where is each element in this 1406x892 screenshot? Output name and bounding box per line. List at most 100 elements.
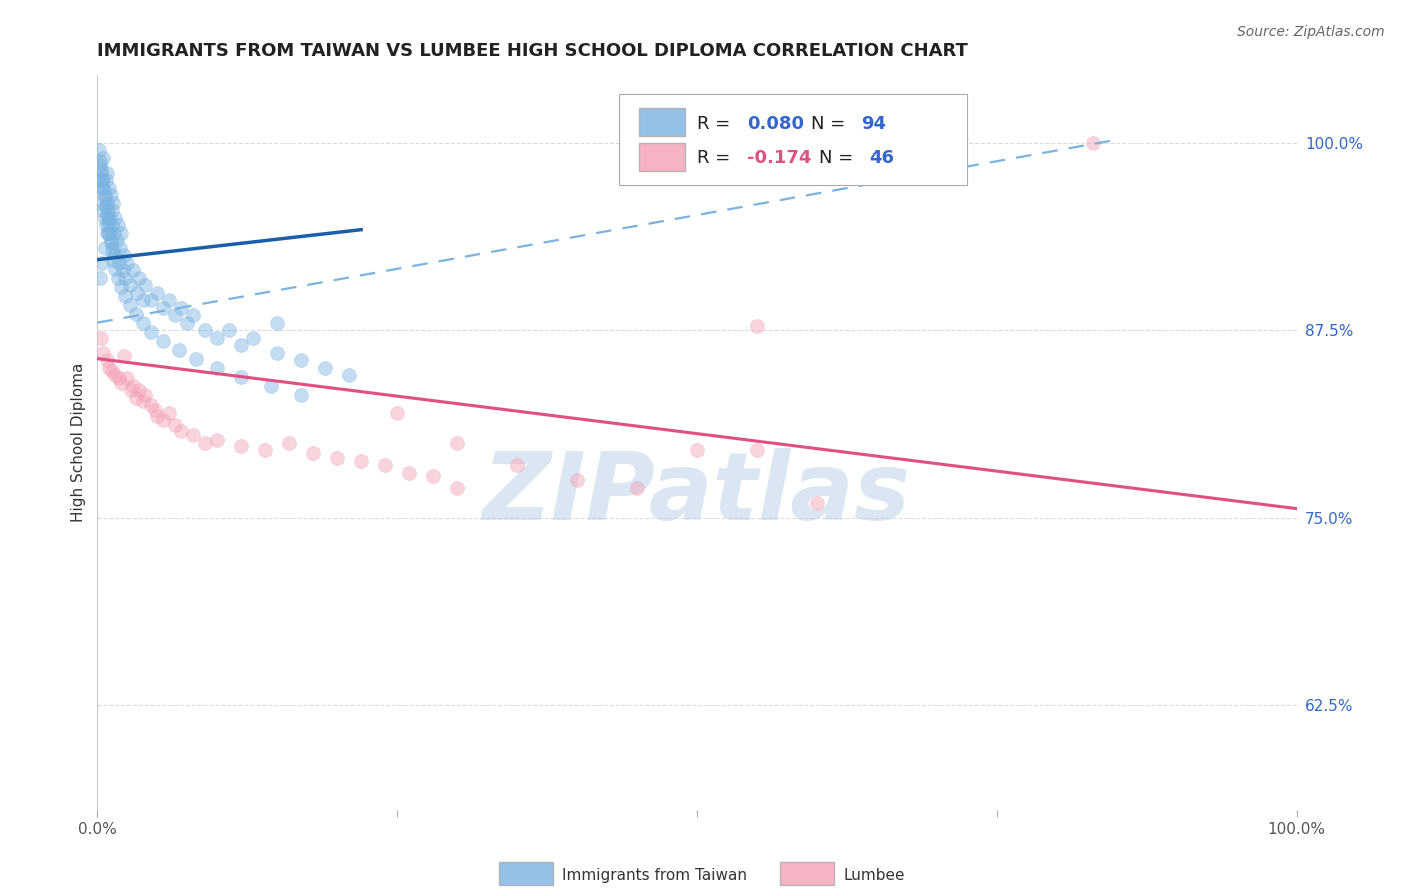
Point	[170, 301, 193, 315]
Point	[93, 345, 115, 359]
Point	[290, 387, 312, 401]
Point	[125, 391, 148, 405]
Text: ZIPatlas: ZIPatlas	[482, 448, 911, 540]
Point	[110, 226, 132, 240]
Point	[125, 285, 148, 300]
Point	[98, 226, 121, 240]
Point	[111, 263, 134, 277]
Point	[231, 338, 253, 352]
Point	[97, 217, 120, 231]
Point	[110, 279, 132, 293]
Point	[96, 353, 118, 368]
Point	[90, 166, 112, 180]
Point	[100, 233, 122, 247]
Point	[100, 364, 122, 378]
Text: R =: R =	[697, 148, 735, 167]
Point	[132, 316, 155, 330]
Point	[114, 270, 136, 285]
Point	[101, 195, 124, 210]
Point	[184, 351, 207, 366]
Point	[90, 331, 112, 345]
Point	[176, 316, 198, 330]
Point	[242, 331, 264, 345]
Point	[207, 331, 229, 345]
Point	[98, 211, 121, 225]
Point	[93, 188, 115, 202]
Point	[93, 151, 115, 165]
Point	[108, 241, 131, 255]
Point	[91, 173, 114, 187]
Point	[93, 211, 115, 225]
Text: 0.080: 0.080	[748, 115, 804, 133]
Point	[141, 325, 163, 339]
Point	[350, 453, 373, 467]
Point	[806, 495, 828, 509]
Point	[626, 481, 648, 495]
Point	[422, 468, 444, 483]
Point	[254, 443, 277, 458]
Point	[385, 406, 408, 420]
Point	[337, 368, 360, 383]
Point	[112, 349, 135, 363]
Point	[98, 360, 121, 375]
Point	[117, 371, 139, 385]
Point	[96, 208, 118, 222]
Text: R =: R =	[697, 115, 735, 133]
Point	[146, 409, 169, 423]
Point	[122, 378, 145, 392]
Point	[152, 334, 174, 348]
Point	[398, 466, 420, 480]
Point	[91, 203, 114, 218]
Point	[114, 288, 136, 302]
Point	[181, 308, 204, 322]
Point	[326, 450, 349, 465]
Point	[167, 343, 190, 357]
Point	[1081, 136, 1104, 150]
Point	[266, 345, 288, 359]
Text: Source: ZipAtlas.com: Source: ZipAtlas.com	[1237, 25, 1385, 39]
Point	[290, 353, 312, 368]
Text: Immigrants from Taiwan: Immigrants from Taiwan	[562, 869, 748, 883]
FancyBboxPatch shape	[619, 94, 967, 186]
Point	[146, 285, 169, 300]
Point	[143, 402, 166, 417]
Text: N =: N =	[820, 148, 859, 167]
Point	[132, 293, 155, 308]
Point	[89, 180, 111, 194]
Point	[157, 293, 180, 308]
Text: 46: 46	[870, 148, 894, 167]
Point	[94, 199, 117, 213]
Point	[100, 188, 122, 202]
Point	[89, 153, 111, 168]
Point	[165, 308, 187, 322]
Point	[100, 235, 122, 249]
Point	[157, 406, 180, 420]
Point	[87, 143, 110, 157]
Point	[446, 435, 468, 450]
Point	[152, 413, 174, 427]
FancyBboxPatch shape	[640, 143, 685, 170]
Point	[104, 248, 127, 262]
Point	[260, 378, 283, 392]
Point	[89, 158, 111, 172]
Point	[91, 171, 114, 186]
Point	[93, 180, 115, 194]
Point	[117, 255, 139, 269]
Point	[93, 241, 115, 255]
Text: IMMIGRANTS FROM TAIWAN VS LUMBEE HIGH SCHOOL DIPLOMA CORRELATION CHART: IMMIGRANTS FROM TAIWAN VS LUMBEE HIGH SC…	[97, 42, 969, 60]
Point	[132, 393, 155, 408]
Point	[103, 226, 125, 240]
Point	[110, 376, 132, 390]
Point	[128, 270, 150, 285]
Point	[100, 203, 122, 218]
Point	[97, 226, 120, 240]
Point	[128, 383, 150, 397]
Text: N =: N =	[811, 115, 851, 133]
Point	[446, 481, 468, 495]
Point	[100, 218, 122, 232]
Point	[194, 323, 217, 337]
Point	[112, 248, 135, 262]
Point	[104, 368, 127, 383]
Point	[107, 218, 129, 232]
Point	[152, 301, 174, 315]
